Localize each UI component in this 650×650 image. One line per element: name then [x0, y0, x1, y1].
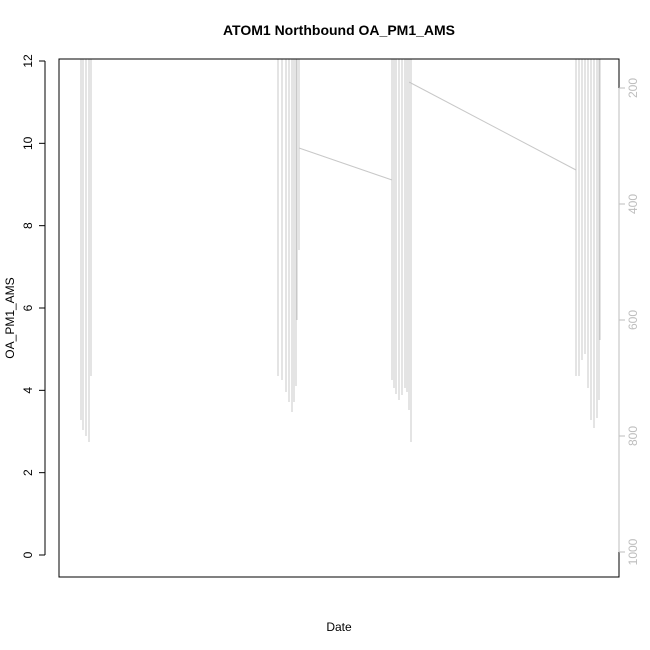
altitude-trace [80, 59, 601, 442]
y-tick-label: 0 [21, 551, 35, 558]
right-tick-label: 1000 [626, 538, 640, 565]
y-tick-label: 12 [21, 54, 35, 68]
y-tick-label: 10 [21, 136, 35, 150]
x-axis-label: Date [326, 620, 352, 634]
y-tick-label: 6 [21, 304, 35, 311]
chart-title: ATOM1 Northbound OA_PM1_AMS [223, 22, 455, 38]
altitude-line [80, 59, 601, 442]
y-tick-label: 2 [21, 469, 35, 476]
y-tick-label: 8 [21, 222, 35, 229]
y-axis-label: OA_PM1_AMS [3, 277, 17, 358]
y-tick-label: 4 [21, 387, 35, 394]
plot-frame [58, 58, 620, 578]
right-tick-label: 600 [626, 310, 640, 330]
right-tick-label: 400 [626, 194, 640, 214]
axes: 024681012Aug 13Aug 15Aug 17Aug 19Aug 212… [21, 54, 640, 565]
right-tick-label: 200 [626, 78, 640, 98]
right-tick-label: 800 [626, 426, 640, 446]
